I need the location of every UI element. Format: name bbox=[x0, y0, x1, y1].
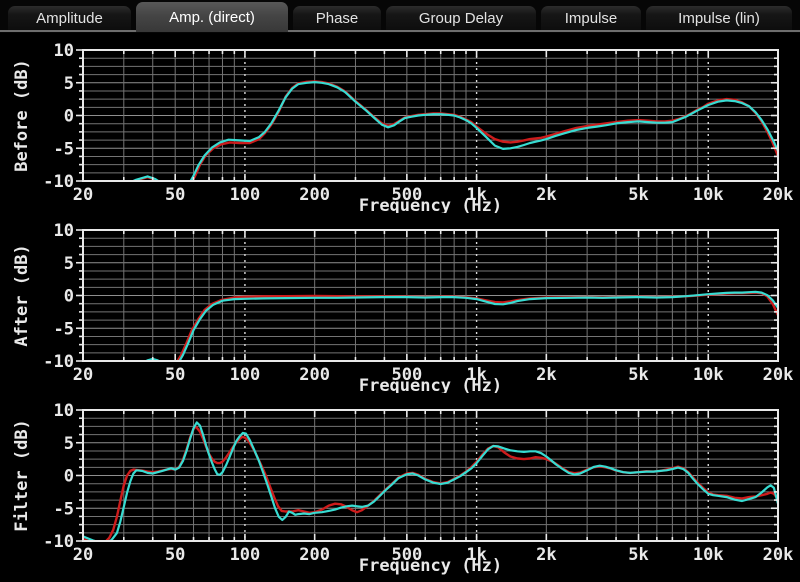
svg-text:2k: 2k bbox=[536, 365, 556, 385]
svg-text:5k: 5k bbox=[628, 365, 648, 385]
svg-text:10k: 10k bbox=[693, 185, 724, 205]
svg-text:Filter (dB): Filter (dB) bbox=[12, 419, 32, 532]
svg-text:20: 20 bbox=[73, 545, 93, 565]
svg-text:-5: -5 bbox=[54, 499, 74, 519]
svg-text:-10: -10 bbox=[43, 532, 74, 552]
svg-text:2k: 2k bbox=[536, 185, 556, 205]
tab-strip: Amplitude Amp. (direct) Phase Group Dela… bbox=[0, 0, 800, 33]
tabbar-underline bbox=[0, 30, 800, 32]
svg-text:50: 50 bbox=[165, 365, 185, 385]
after-panel: 10 5 0 -5 -10 20 50 100 200 500 1k 2k 5k 10k 20k Freque… bbox=[0, 213, 800, 393]
svg-text:2k: 2k bbox=[536, 545, 556, 565]
tab-impulse[interactable]: Impulse bbox=[541, 6, 641, 30]
svg-text:-5: -5 bbox=[54, 319, 74, 339]
tab-bar: Amplitude Amp. (direct) Phase Group Dela… bbox=[0, 0, 800, 33]
svg-text:20k: 20k bbox=[763, 365, 794, 385]
svg-text:10k: 10k bbox=[693, 545, 724, 565]
svg-text:Frequency (Hz): Frequency (Hz) bbox=[359, 196, 502, 213]
before-panel: 10 5 0 -5 -10 20 50 100 200 500 1k 2k 5k 10k 20k Freque… bbox=[0, 33, 800, 213]
svg-text:10: 10 bbox=[54, 221, 74, 241]
svg-text:-5: -5 bbox=[54, 139, 74, 159]
svg-text:20k: 20k bbox=[763, 185, 794, 205]
svg-text:100: 100 bbox=[230, 185, 261, 205]
tab-group-delay[interactable]: Group Delay bbox=[386, 6, 536, 30]
filter-panel: 10 5 0 -5 -10 20 50 100 200 500 1k 2k 5k 10k 20k Freque… bbox=[0, 393, 800, 582]
tab-impulse-lin[interactable]: Impulse (lin) bbox=[646, 6, 792, 30]
svg-text:100: 100 bbox=[230, 365, 261, 385]
svg-text:100: 100 bbox=[230, 545, 261, 565]
svg-text:200: 200 bbox=[299, 545, 330, 565]
svg-text:5k: 5k bbox=[628, 185, 648, 205]
tab-label: Impulse (lin) bbox=[678, 9, 760, 27]
svg-text:-10: -10 bbox=[43, 352, 74, 372]
svg-text:500: 500 bbox=[391, 185, 422, 205]
svg-text:50: 50 bbox=[165, 185, 185, 205]
tab-phase[interactable]: Phase bbox=[293, 6, 381, 30]
svg-text:0: 0 bbox=[64, 107, 74, 127]
svg-text:50: 50 bbox=[165, 545, 185, 565]
svg-text:10: 10 bbox=[54, 401, 74, 421]
svg-text:1k: 1k bbox=[466, 365, 486, 385]
tab-label: Group Delay bbox=[418, 9, 504, 27]
svg-text:500: 500 bbox=[391, 545, 422, 565]
tab-amp-direct[interactable]: Amp. (direct) bbox=[136, 2, 288, 32]
svg-text:0: 0 bbox=[64, 287, 74, 307]
svg-text:200: 200 bbox=[299, 185, 330, 205]
svg-text:5: 5 bbox=[64, 74, 74, 94]
svg-text:20: 20 bbox=[73, 365, 93, 385]
svg-text:10k: 10k bbox=[693, 365, 724, 385]
svg-text:1k: 1k bbox=[466, 185, 486, 205]
tab-label: Amp. (direct) bbox=[169, 8, 255, 26]
svg-text:5: 5 bbox=[64, 434, 74, 454]
tab-label: Impulse bbox=[564, 9, 618, 27]
svg-text:-10: -10 bbox=[43, 172, 74, 192]
svg-text:20k: 20k bbox=[763, 545, 794, 565]
svg-text:5k: 5k bbox=[628, 545, 648, 565]
svg-text:Frequency (Hz): Frequency (Hz) bbox=[359, 376, 502, 393]
tab-amplitude[interactable]: Amplitude bbox=[8, 6, 131, 30]
tab-label: Amplitude bbox=[36, 9, 103, 27]
svg-text:20: 20 bbox=[73, 185, 93, 205]
svg-text:Before (dB): Before (dB) bbox=[12, 59, 32, 172]
svg-text:500: 500 bbox=[391, 365, 422, 385]
svg-text:Frequency (Hz): Frequency (Hz) bbox=[359, 556, 502, 576]
svg-text:After (dB): After (dB) bbox=[12, 244, 32, 346]
svg-text:0: 0 bbox=[64, 467, 74, 487]
svg-text:10: 10 bbox=[54, 41, 74, 61]
tab-label: Phase bbox=[315, 9, 359, 27]
svg-text:200: 200 bbox=[299, 365, 330, 385]
svg-text:5: 5 bbox=[64, 254, 74, 274]
svg-text:1k: 1k bbox=[466, 545, 486, 565]
